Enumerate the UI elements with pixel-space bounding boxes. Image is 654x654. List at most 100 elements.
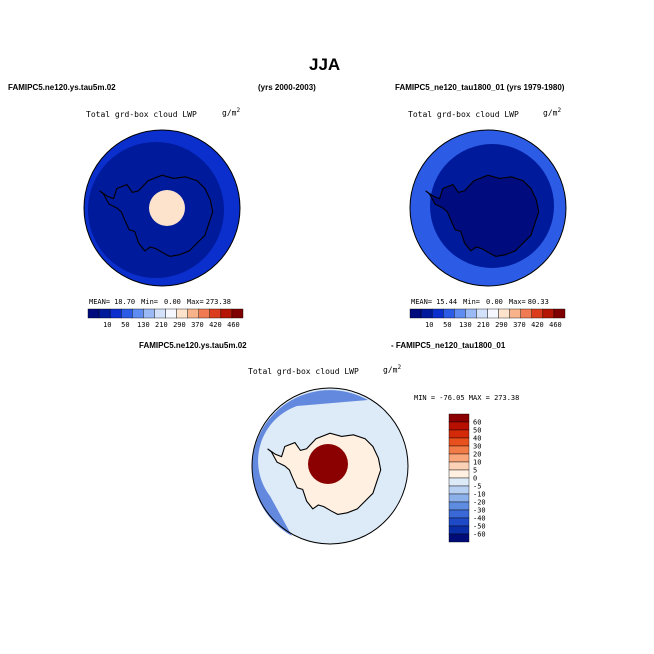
panel1-max-label: Max= — [186, 298, 204, 306]
panel1-colorbar-swatch — [132, 308, 144, 319]
panel3-colorbar-swatch — [448, 501, 470, 511]
panel3-colorbar-swatch — [448, 485, 470, 495]
panel1-colorbar-swatch — [87, 308, 100, 319]
panel3-colorbar-tick-label: 60 — [473, 419, 481, 427]
panel1-mean-label: MEAN= — [89, 298, 111, 306]
panel1-colorbar-swatch — [165, 308, 177, 319]
panel2-colorbar-tick-label: 370 — [513, 321, 526, 329]
panel2-colorbar-swatch — [520, 308, 532, 319]
panel1-colorbar-swatch — [121, 308, 133, 319]
panel3-colorbar-swatch — [448, 461, 470, 471]
top-left-years-label: (yrs 2000-2003) — [258, 83, 316, 92]
figure-title: JJA — [309, 55, 341, 74]
panel2-max-value: 80.33 — [527, 298, 549, 306]
panel3-colorbar-swatch — [448, 421, 470, 431]
panel3-colorbar-swatch — [448, 445, 470, 455]
panel2-colorbar-swatch — [498, 308, 510, 319]
panel3-colorbar-swatch — [448, 469, 470, 479]
top-left-case-label: FAMIPC5.ne120.ys.tau5m.02 — [8, 83, 116, 92]
panel2-continent — [425, 175, 539, 257]
panel1-colorbar-swatch — [154, 308, 166, 319]
panel1-min-value: 0.00 — [164, 298, 181, 306]
panel2-colorbar-swatch — [431, 308, 444, 319]
panel1-colorbar-tick-label: 290 — [173, 321, 186, 329]
panel2-min-label: Min= — [463, 298, 481, 306]
panel2-colorbar-tick-label: 460 — [549, 321, 562, 329]
panel3-colorbar-swatch — [448, 413, 470, 423]
panel3-map-border — [251, 387, 409, 545]
panel2-stats: MEAN= 15.44 Min= 0.00 Max= 80.33 — [411, 298, 549, 306]
panel3-colorbar-tick-label: 40 — [473, 435, 481, 443]
panel3-colorbar-tick-label: 20 — [473, 451, 481, 459]
panel3-stats-line: MIN = -76.05 MAX = 273.38 — [414, 394, 520, 402]
panel1-max-value: 273.38 — [205, 298, 232, 306]
panel1-colorbar-tick-label: 10 — [103, 321, 111, 329]
panel3-colorbar-swatch — [448, 509, 470, 519]
panel2-colorbar-swatch — [465, 308, 477, 319]
panel1-min-label: Min= — [141, 298, 159, 306]
panel1-colorbar-swatch — [209, 308, 222, 319]
panel1-stats: MEAN= 18.70 Min= 0.00 Max= 273.38 — [89, 298, 231, 306]
panel1-polar-cap — [149, 190, 185, 226]
panel3-pole-maximum — [308, 444, 348, 484]
panel3-colorbar-tick-label: -5 — [473, 483, 481, 491]
panel2-mean-label: MEAN= — [411, 298, 433, 306]
panel1-colorbar-swatch — [220, 308, 233, 319]
panel3-colorbar-tick-label: 30 — [473, 443, 481, 451]
panel3-colorbar-tick-label: -60 — [473, 531, 486, 539]
panel1-colorbar-tick-label: 210 — [155, 321, 168, 329]
panel3-colorbar-tick-label: -20 — [473, 499, 486, 507]
panel1-coastline — [99, 174, 214, 257]
panel2-mean-value: 15.44 — [436, 298, 458, 306]
panel1-units-label: g/m2 — [222, 107, 241, 118]
panel2-colorbar-tick-label: 420 — [531, 321, 544, 329]
panel3-colorbar-swatch — [448, 517, 470, 527]
panel1-colorbar-swatch — [109, 308, 122, 319]
panel3-colorbar-tick-label: 5 — [473, 467, 477, 475]
panel1-colorbar-tick-label: 370 — [191, 321, 204, 329]
panel3-colorbar-swatch — [448, 533, 470, 543]
panel2-colorbar-swatch — [443, 308, 455, 319]
panel3-coastline — [267, 432, 382, 515]
panel1-colorbar-swatch — [198, 308, 210, 319]
panel1-mean-value: 18.70 — [114, 298, 136, 306]
top-right-case-label: FAMIPC5_ne120_tau1800_01 (yrs 1979-1980) — [395, 83, 565, 92]
panel2-colorbar-tick-label: 210 — [477, 321, 490, 329]
panel2-colorbar-swatch — [553, 308, 566, 319]
panel1-colorbar-swatch — [176, 308, 188, 319]
bottom-case-b-label: - FAMIPC5_ne120_tau1800_01 — [391, 341, 506, 350]
panel1-colorbar-tick-label: 460 — [227, 321, 240, 329]
panel1-colorbar-swatch — [143, 308, 155, 319]
panel1-colorbar-tick-label: 130 — [137, 321, 150, 329]
panel2-colorbar-swatch — [542, 308, 555, 319]
panel2-colorbar-swatch — [509, 308, 521, 319]
panel3-colorbar-swatch — [448, 477, 470, 487]
panel2-colorbar-swatch — [531, 308, 544, 319]
panel1-colorbar-swatch — [231, 308, 244, 319]
panel2-min-value: 0.00 — [486, 298, 503, 306]
panel2-colorbar-tick-label: 10 — [425, 321, 433, 329]
panel3-colorbar-tick-label: 50 — [473, 427, 481, 435]
panel2-variable-label: Total grd-box cloud LWP — [408, 110, 519, 119]
panel3-colorbar-swatch — [448, 453, 470, 463]
panel2-colorbar-tick-label: 130 — [459, 321, 472, 329]
panel1-colorbar-tick-label: 420 — [209, 321, 222, 329]
panel3-colorbar-swatch — [448, 429, 470, 439]
bottom-case-a-label: FAMIPC5.ne120.ys.tau5m.02 — [139, 341, 247, 350]
panel3-variable-label: Total grd-box cloud LWP — [248, 367, 359, 376]
panel2-units-label: g/m2 — [543, 107, 562, 118]
panel2-colorbar-swatch — [420, 308, 433, 319]
panel1-map-group — [83, 129, 241, 287]
panel3-colorbar-tick-label: -50 — [473, 523, 486, 531]
panel2-colorbar-tick-label: 50 — [443, 321, 451, 329]
panel2-colorbar-swatch — [454, 308, 466, 319]
panel3-map-group — [251, 387, 409, 545]
panel2-colorbar-tick-label: 290 — [495, 321, 508, 329]
panel1-colorbar-tick-label: 50 — [121, 321, 129, 329]
panel3-units-label: g/m2 — [383, 364, 402, 375]
panel3-colorbar-tick-label: -40 — [473, 515, 486, 523]
panel1-variable-label: Total grd-box cloud LWP — [86, 110, 197, 119]
panel3-colorbar-swatch — [448, 525, 470, 535]
panel1-colorbar-swatch — [98, 308, 111, 319]
